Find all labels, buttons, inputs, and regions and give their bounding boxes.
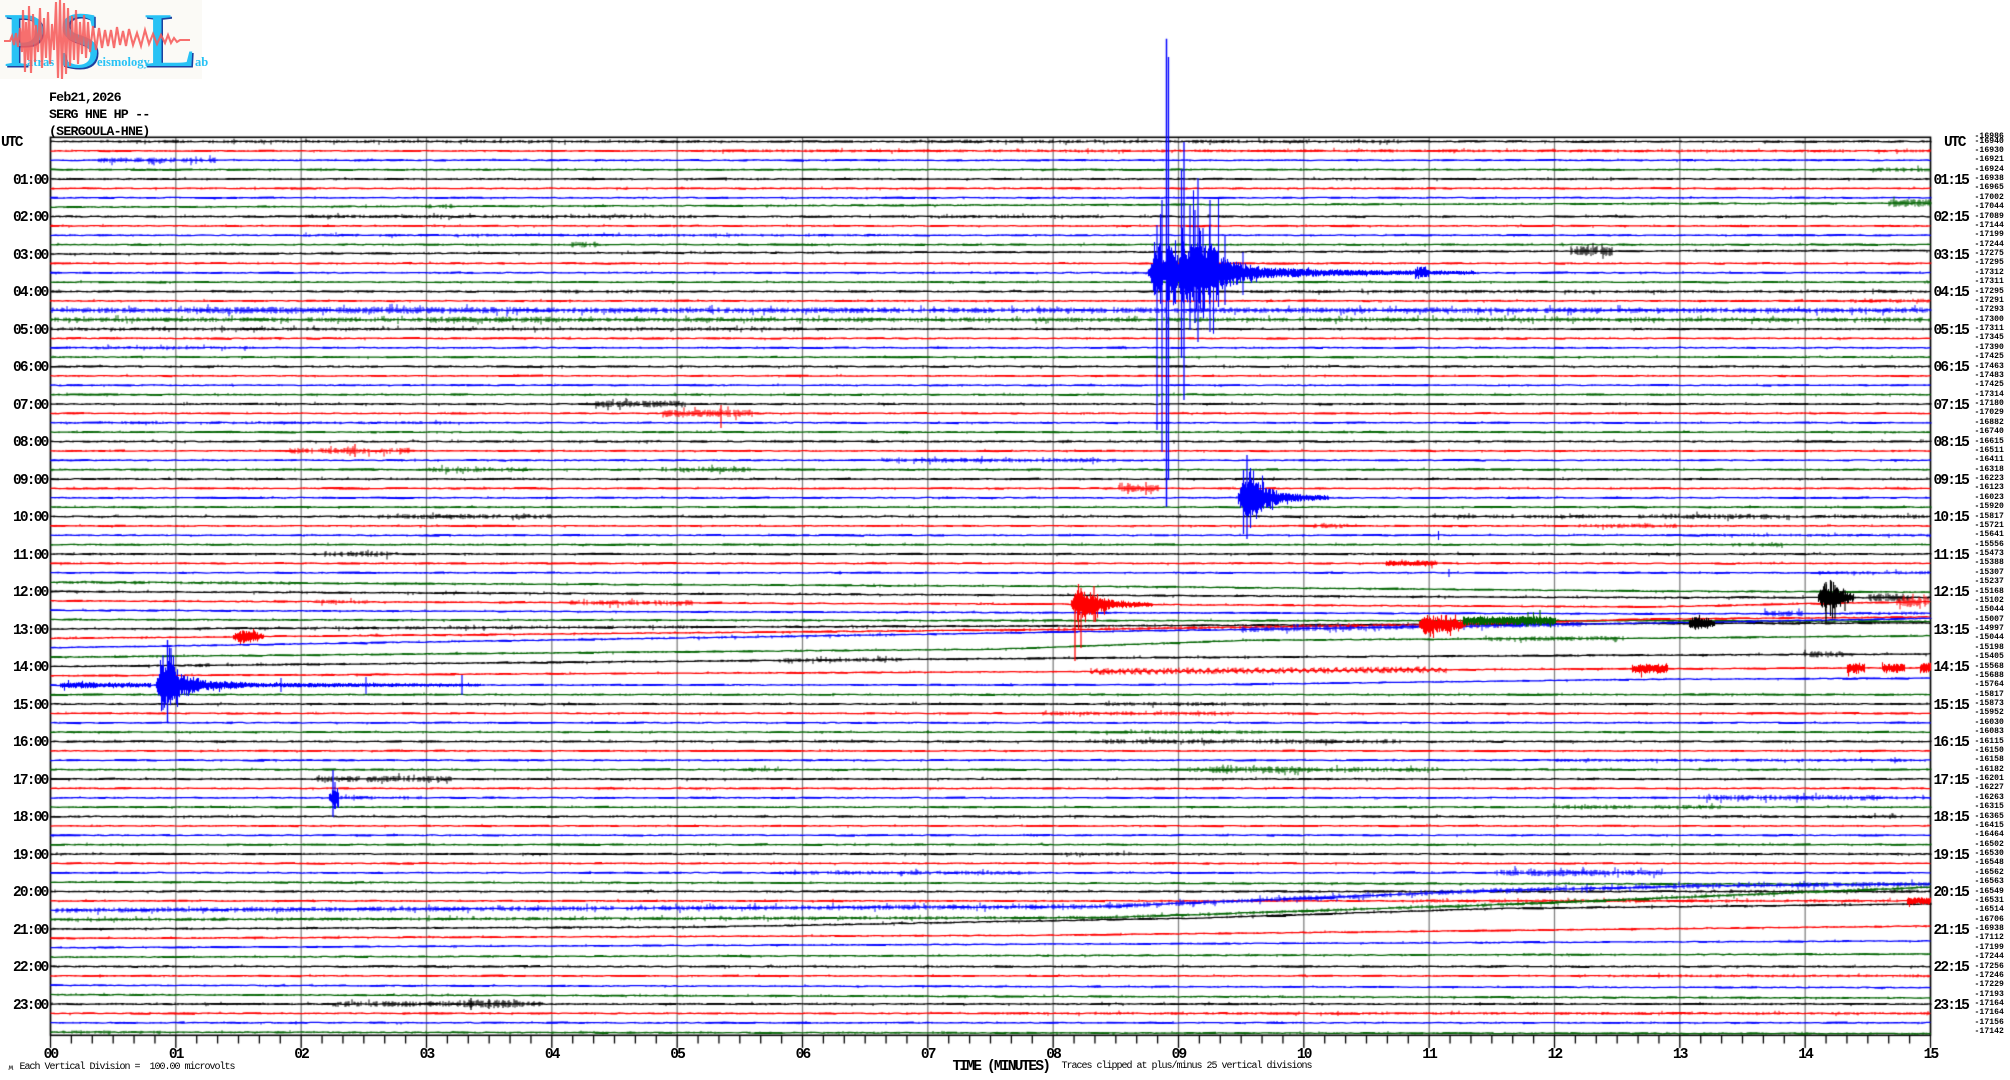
svg-text:ab: ab (195, 55, 208, 69)
svg-text:eismology: eismology (97, 55, 151, 69)
svg-text:atras: atras (27, 55, 54, 69)
